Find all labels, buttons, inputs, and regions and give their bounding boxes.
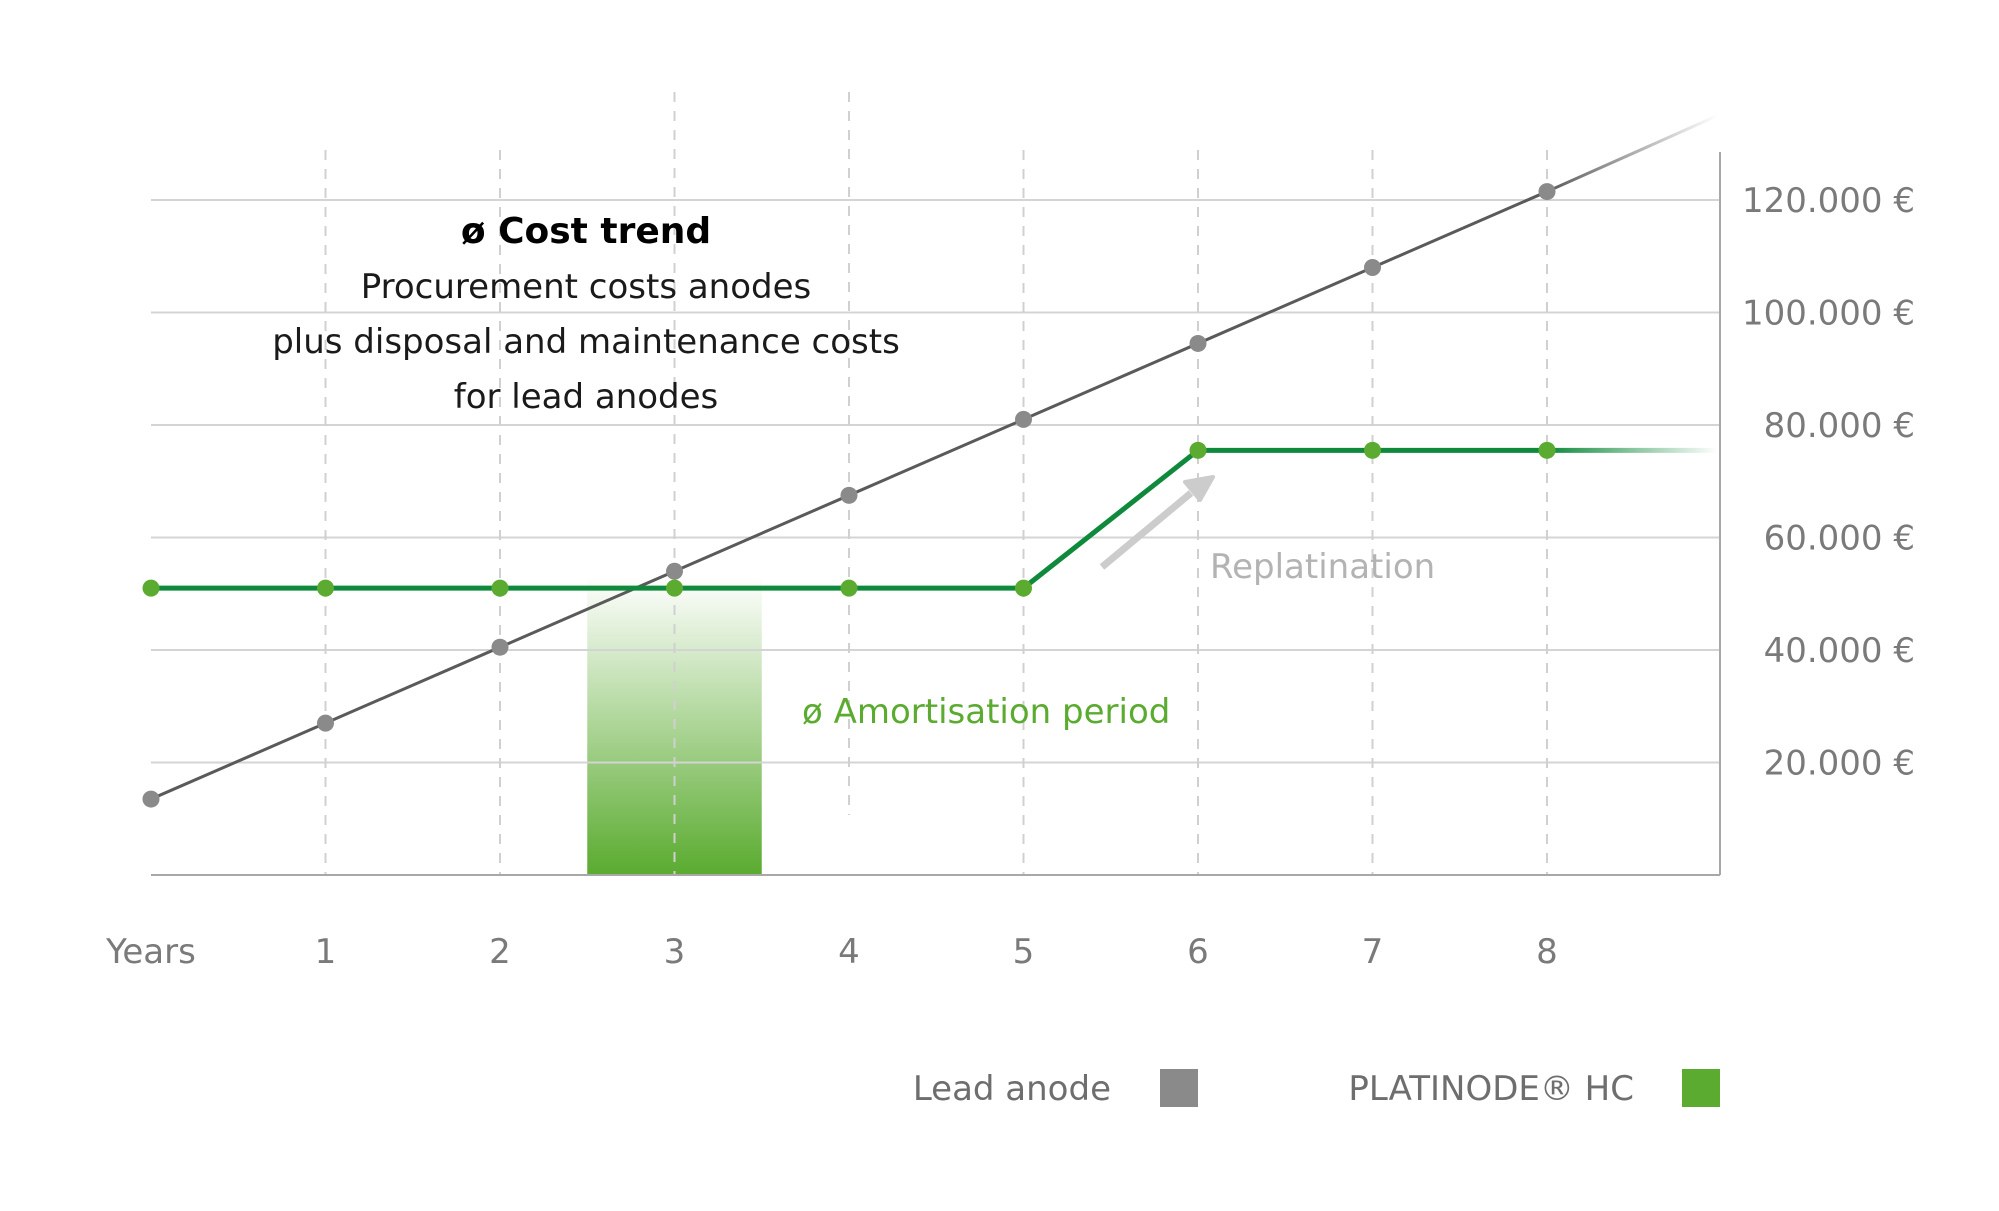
y-tick-label-2: 40.000 € [1764, 631, 1915, 671]
legend-swatch-platinode [1682, 1069, 1720, 1107]
x-tick-label-2: 2 [489, 932, 511, 972]
x-tick-label-4: 4 [838, 932, 860, 972]
x-tick-label-3: 3 [664, 932, 686, 972]
chart-title-line-1: Procurement costs anodes [361, 267, 812, 307]
legend-label-platinode: PLATINODE® HC [1348, 1069, 1634, 1109]
x-tick-label-7: 7 [1362, 932, 1384, 972]
data-point-lead-anode-0 [142, 790, 160, 808]
data-point-platinode-8 [1538, 441, 1556, 459]
replatination-label: Replatination [1210, 547, 1435, 587]
data-point-lead-anode-6 [1189, 334, 1207, 352]
data-point-lead-anode-3 [666, 562, 683, 580]
data-point-platinode-2 [491, 579, 509, 597]
chart-title-bold: ø Cost trend [461, 211, 711, 252]
replatination-arrow-icon [1183, 475, 1215, 502]
data-point-lead-anode-5 [1015, 410, 1032, 428]
x-tick-label-0: Years [105, 932, 196, 972]
x-tick-label-6: 6 [1187, 932, 1209, 972]
data-point-platinode-6 [1189, 441, 1207, 459]
legend-label-lead-anode: Lead anode [913, 1069, 1111, 1109]
tick-label-layer: Years 1 2 3 4 5 6 7 8 20.000 € 40.000 € 60.000 € 80.… [105, 181, 1915, 972]
legend-swatch-lead-anode [1160, 1069, 1198, 1107]
y-tick-label-5: 100.000 € [1742, 294, 1915, 334]
series-fade-lead-anode [1546, 114, 1719, 193]
legend: Lead anode PLATINODE® HC [913, 1069, 1720, 1109]
data-point-platinode-1 [317, 579, 334, 597]
amortisation-period-label: ø Amortisation period [802, 692, 1170, 732]
data-point-platinode-5 [1015, 579, 1032, 597]
x-tick-label-5: 5 [1013, 932, 1035, 972]
x-tick-label-1: 1 [315, 932, 337, 972]
data-point-lead-anode-8 [1538, 183, 1556, 201]
y-tick-label-3: 60.000 € [1764, 519, 1915, 559]
chart-title-line-3: for lead anodes [454, 377, 719, 417]
data-point-platinode-0 [142, 579, 160, 597]
data-point-lead-anode-2 [491, 638, 509, 656]
chart-title-line-2: plus disposal and maintenance costs [272, 322, 900, 362]
chart-title: ø Cost trend Procurement costs anodes pl… [272, 211, 900, 417]
data-point-platinode-7 [1364, 441, 1381, 459]
data-point-platinode-3 [666, 579, 683, 597]
data-point-lead-anode-4 [840, 486, 858, 504]
y-tick-label-1: 20.000 € [1764, 744, 1915, 784]
grid-layer [151, 92, 1720, 875]
data-point-lead-anode-7 [1364, 259, 1381, 276]
x-tick-label-8: 8 [1536, 932, 1558, 972]
series-layer [142, 114, 1719, 808]
replatination-annotation: Replatination [1099, 475, 1435, 587]
y-tick-label-6: 120.000 € [1742, 181, 1915, 221]
axes-layer [151, 152, 1721, 876]
data-point-platinode-4 [840, 579, 858, 597]
replatination-arrow-shaft [1099, 490, 1194, 570]
data-point-lead-anode-1 [317, 714, 334, 732]
y-tick-label-4: 80.000 € [1764, 406, 1915, 446]
